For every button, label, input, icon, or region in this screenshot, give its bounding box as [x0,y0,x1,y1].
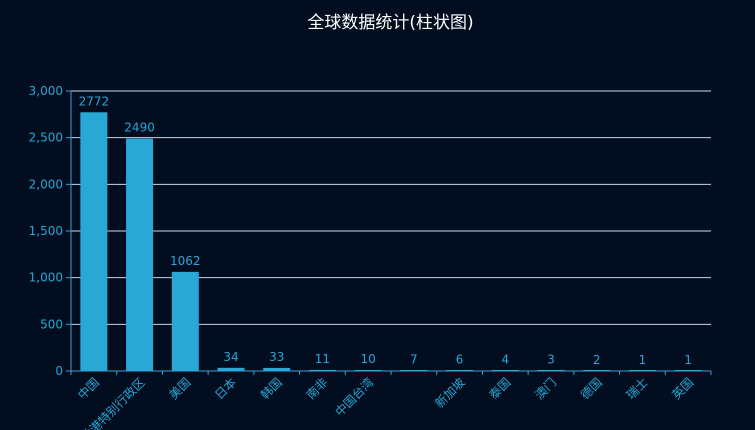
x-category-label: 中国台湾 [332,375,377,420]
bar-value-label: 2 [593,353,601,367]
bars [80,112,702,371]
bar-value-label: 3 [547,353,555,367]
x-category-label: 日本 [212,375,239,402]
x-category-label: 美国 [167,375,194,402]
bar-value-label: 33 [269,350,284,364]
y-tick-label: 500 [40,317,63,331]
bar-value-label: 10 [361,352,376,366]
x-category-label: 韩国 [257,375,285,403]
x-category-label: 澳门 [532,375,560,403]
grid-lines [71,90,711,325]
x-category-label: 德国 [577,375,605,403]
bar [263,367,291,371]
y-tick-label: 1,500 [29,224,63,238]
y-tick-label: 2,500 [29,131,63,145]
y-tick-label: 3,000 [29,84,63,98]
x-category-label: 瑞士 [624,375,651,402]
bar-value-label: 11 [315,352,330,366]
bar-value-label: 2772 [79,94,110,108]
bar-value-label: 1062 [170,254,201,268]
bar-value-label: 7 [410,352,418,366]
labels: 05001,0001,5002,0002,5003,0002772中国2490香… [29,84,697,430]
axes [66,90,712,375]
chart-title: 全球数据统计(柱状图) [307,13,474,33]
y-tick-label: 2,000 [29,177,63,191]
bar-value-label: 34 [223,350,238,364]
x-category-label: 泰国 [487,375,514,402]
bar-value-label: 1 [684,353,692,367]
bar [80,112,108,371]
y-tick-label: 1,000 [29,271,63,285]
bar [308,369,336,371]
x-category-label: 英国 [669,375,696,402]
y-tick-label: 0 [55,364,63,378]
x-category-label: 新加坡 [432,375,468,411]
bar [217,367,245,371]
bar [126,138,154,371]
bar-value-label: 1 [639,353,647,367]
x-category-label: 南非 [303,375,331,403]
bar [171,271,199,371]
bar-value-label: 4 [501,353,509,367]
bar-value-label: 6 [456,352,464,366]
bar-value-label: 2490 [124,121,155,135]
x-category-label: 中国 [74,375,102,403]
